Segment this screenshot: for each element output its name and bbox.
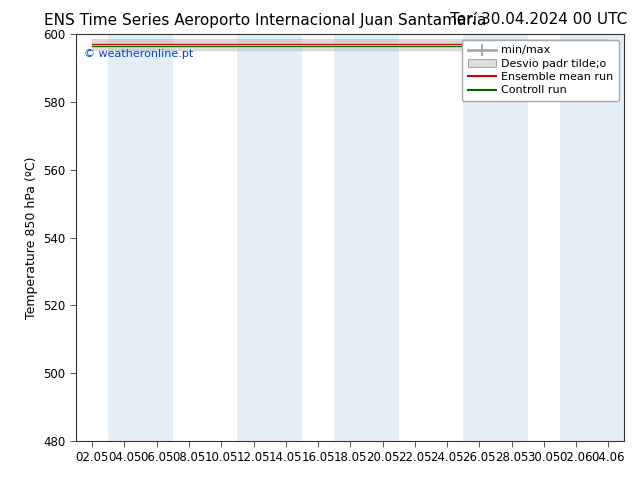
Text: © weatheronline.pt: © weatheronline.pt	[84, 49, 193, 58]
Text: Ter. 30.04.2024 00 UTC: Ter. 30.04.2024 00 UTC	[450, 12, 628, 27]
Bar	[108, 34, 173, 441]
Y-axis label: Temperature 850 hPa (ºC): Temperature 850 hPa (ºC)	[25, 156, 38, 319]
Bar	[560, 34, 624, 441]
Legend: min/max, Desvio padr tilde;o, Ensemble mean run, Controll run: min/max, Desvio padr tilde;o, Ensemble m…	[462, 40, 619, 101]
Bar	[237, 34, 302, 441]
Bar	[463, 34, 527, 441]
Bar	[334, 34, 399, 441]
Text: ENS Time Series Aeroporto Internacional Juan Santamaría: ENS Time Series Aeroporto Internacional …	[44, 12, 487, 28]
